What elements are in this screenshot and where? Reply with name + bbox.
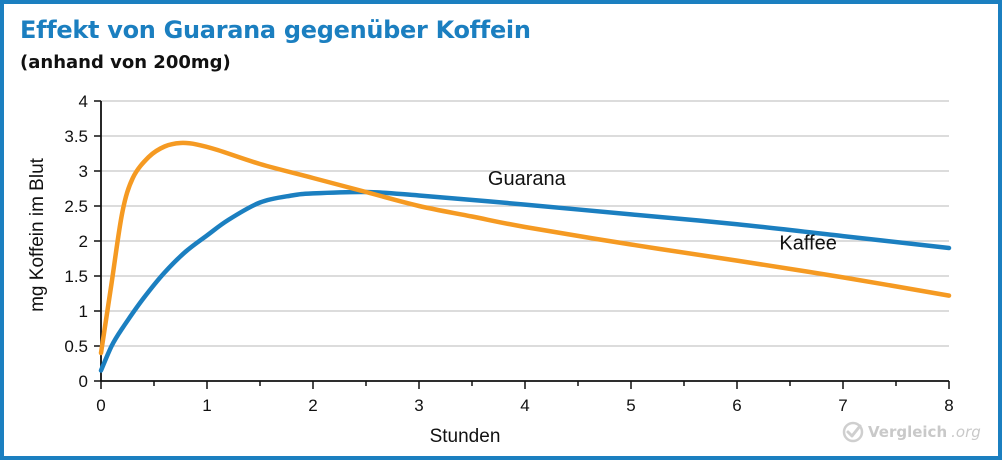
x-tick-label: 2: [308, 396, 317, 415]
y-tick-label: 2.5: [64, 197, 88, 216]
series-lines: [98, 140, 952, 373]
series-label-kaffee: Kaffee: [779, 232, 836, 254]
series-line-guarana: [98, 189, 952, 373]
x-tick-label: 6: [732, 396, 741, 415]
x-tick-label: 5: [626, 396, 635, 415]
y-tick-label: 2: [79, 232, 88, 251]
axes: [94, 100, 950, 389]
y-axis-title: mg Koffein im Blut: [27, 157, 48, 312]
y-tick-label: 3.5: [64, 127, 88, 146]
watermark-brand: Vergleich: [868, 423, 948, 441]
grid-lines: [101, 100, 949, 347]
series-line-kaffee: [98, 140, 952, 356]
y-tick-label: 0.5: [64, 337, 88, 356]
x-tick-label: 1: [202, 396, 211, 415]
watermark-tld: .org: [951, 423, 981, 441]
y-tick-label: 1.5: [64, 267, 88, 286]
series-label-guarana: Guarana: [488, 168, 567, 190]
x-tick-label: 4: [520, 396, 529, 415]
y-tick-label: 1: [79, 302, 88, 321]
chart-title: Effekt von Guarana gegenüber Koffein: [20, 16, 531, 44]
check-circle-icon: [842, 421, 864, 443]
x-tick-label: 8: [944, 396, 953, 415]
x-tick-label: 3: [414, 396, 423, 415]
x-axis-title: Stunden: [430, 426, 501, 447]
y-tick-label: 3: [79, 162, 88, 181]
chart-labels: 0 0.5 1 1.5 2 2.5 3 3.5 4 0 1 2 3 4 5 6 7 8 Stunden mg Koff…: [27, 92, 954, 447]
y-tick-label: 0: [79, 372, 88, 391]
y-tick-label: 4: [79, 92, 88, 111]
watermark: Vergleich .org: [842, 421, 981, 443]
chart-subtitle: (anhand von 200mg): [20, 52, 231, 73]
x-tick-label: 0: [96, 396, 105, 415]
x-tick-label: 7: [838, 396, 847, 415]
